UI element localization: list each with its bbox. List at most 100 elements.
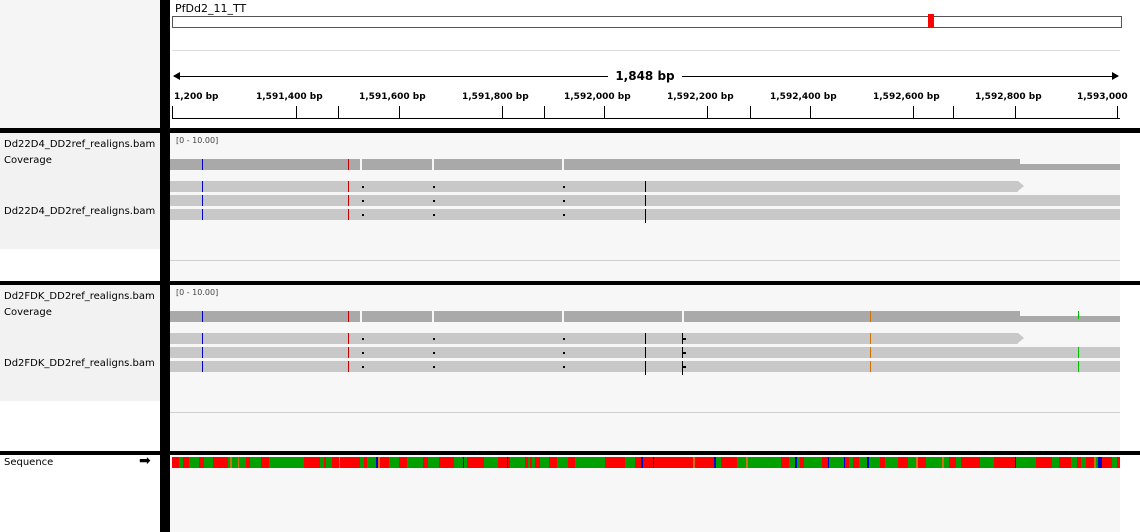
- sequence-base: [320, 457, 324, 468]
- sequence-base: [215, 457, 219, 468]
- sequence-base: [265, 457, 269, 468]
- ruler-tick: [1015, 106, 1016, 118]
- sequence-base: [376, 457, 378, 468]
- ruler-tick-label: 1,592,000 bp: [564, 92, 631, 102]
- sequence-base: [346, 457, 355, 468]
- base-dot: [362, 200, 364, 202]
- sequence-base: [714, 457, 716, 468]
- panel-separator[interactable]: [0, 128, 1140, 133]
- insertion-marker: [645, 195, 646, 206]
- ruler-tick-label: 1,200 bp: [174, 92, 219, 102]
- sequence-base: [926, 457, 933, 468]
- span-line-right: [682, 76, 1118, 77]
- track-name-panel: [0, 133, 160, 249]
- sequence-base: [700, 457, 709, 468]
- coverage-mismatch: [202, 311, 203, 322]
- sequence-base: [549, 457, 557, 468]
- sequence-base: [942, 457, 944, 468]
- sequence-base: [1013, 457, 1015, 468]
- sequence-base: [709, 457, 714, 468]
- sequence-base: [364, 457, 367, 468]
- sequence-base: [828, 457, 829, 468]
- span-arrow-left: [173, 72, 180, 80]
- column-separator[interactable]: [160, 0, 170, 532]
- sequence-base: [1117, 457, 1119, 468]
- coverage-bar[interactable]: [1020, 164, 1120, 170]
- track-data-panel[interactable]: [0 - 10.00]: [170, 133, 1120, 281]
- panel-separator[interactable]: [0, 451, 1140, 455]
- read[interactable]: [170, 181, 1018, 192]
- sequence-base: [496, 457, 498, 468]
- sequence-base: [484, 457, 494, 468]
- sequence-base: [592, 457, 597, 468]
- sequence-base: [399, 457, 407, 468]
- sequence-base: [294, 457, 304, 468]
- ruler-tick: [707, 106, 708, 118]
- alignment-track-name[interactable]: Dd22D4_DD2ref_realigns.bam: [4, 206, 156, 217]
- sequence-base: [535, 457, 540, 468]
- sequence-base: [521, 457, 525, 468]
- sequence-base: [753, 457, 761, 468]
- span-line-left: [174, 76, 608, 77]
- sequence-base: [1102, 457, 1112, 468]
- sequence-base: [1077, 457, 1079, 468]
- insertion-marker: [645, 347, 646, 358]
- sequence-base: [672, 457, 682, 468]
- sequence-base: [716, 457, 721, 468]
- sequence-base: [983, 457, 994, 468]
- coverage-range: [0 - 10.00]: [176, 136, 219, 145]
- coverage-bar[interactable]: [1020, 316, 1120, 322]
- sequence-base: [394, 457, 399, 468]
- current-region-marker[interactable]: [928, 14, 934, 28]
- sequence-base: [568, 457, 575, 468]
- ruler-baseline: [172, 118, 1120, 119]
- sequence-track-name[interactable]: Sequence: [4, 457, 54, 468]
- coverage-gap: [682, 311, 684, 322]
- read-strand-arrow: [1018, 181, 1024, 191]
- mismatch: [348, 209, 349, 220]
- sequence-base: [222, 457, 228, 468]
- read[interactable]: [170, 333, 1018, 344]
- sequence-base: [557, 457, 568, 468]
- coverage-bar[interactable]: [170, 159, 1020, 170]
- sequence-base: [332, 457, 339, 468]
- coverage-track-name[interactable]: Dd22D4_DD2ref_realigns.bam Coverage: [4, 139, 156, 166]
- sequence-base: [867, 457, 869, 468]
- sequence-base: [464, 457, 467, 468]
- sequence-base: [575, 457, 580, 468]
- coverage-bar[interactable]: [170, 311, 1020, 322]
- sequence-base: [199, 457, 204, 468]
- alignment-track-name[interactable]: Dd2FDK_DD2ref_realigns.bam: [4, 358, 155, 369]
- panel-separator[interactable]: [0, 281, 1140, 285]
- chromosome-ideogram[interactable]: [172, 16, 1122, 28]
- sequence-base: [232, 457, 238, 468]
- sequence-base: [682, 457, 691, 468]
- span-arrow-right: [1112, 72, 1119, 80]
- sequence-base: [590, 457, 592, 468]
- sequence-base: [913, 457, 916, 468]
- chromosome-name: PfDd2_11_TT: [175, 2, 247, 15]
- base-dot: [433, 366, 435, 368]
- strand-arrow-icon[interactable]: ➡: [139, 453, 151, 469]
- sequence-base: [956, 457, 961, 468]
- sequence-panel[interactable]: [170, 455, 1120, 532]
- sequence-base: [238, 457, 239, 468]
- sequence-base: [1036, 457, 1043, 468]
- track-name-panel-blank: [0, 249, 160, 281]
- sequence-base: [994, 457, 1004, 468]
- track-data-panel[interactable]: [0 - 10.00]: [170, 285, 1120, 451]
- coverage-track-name[interactable]: Dd2FDK_DD2ref_realigns.bam Coverage: [4, 291, 155, 318]
- sequence-base: [189, 457, 199, 468]
- sequence-base: [269, 457, 278, 468]
- sequence-base: [304, 457, 308, 468]
- base-dot: [362, 214, 364, 216]
- mismatch: [348, 195, 349, 206]
- sequence-base: [308, 457, 313, 468]
- sequence-base: [463, 457, 464, 468]
- track-name-panel-blank: [0, 401, 160, 451]
- sequence-base: [1100, 457, 1102, 468]
- ruler-tick: [296, 106, 297, 118]
- ruler-area[interactable]: [172, 50, 1120, 121]
- ruler-tick: [172, 106, 173, 118]
- sequence-base: [731, 457, 734, 468]
